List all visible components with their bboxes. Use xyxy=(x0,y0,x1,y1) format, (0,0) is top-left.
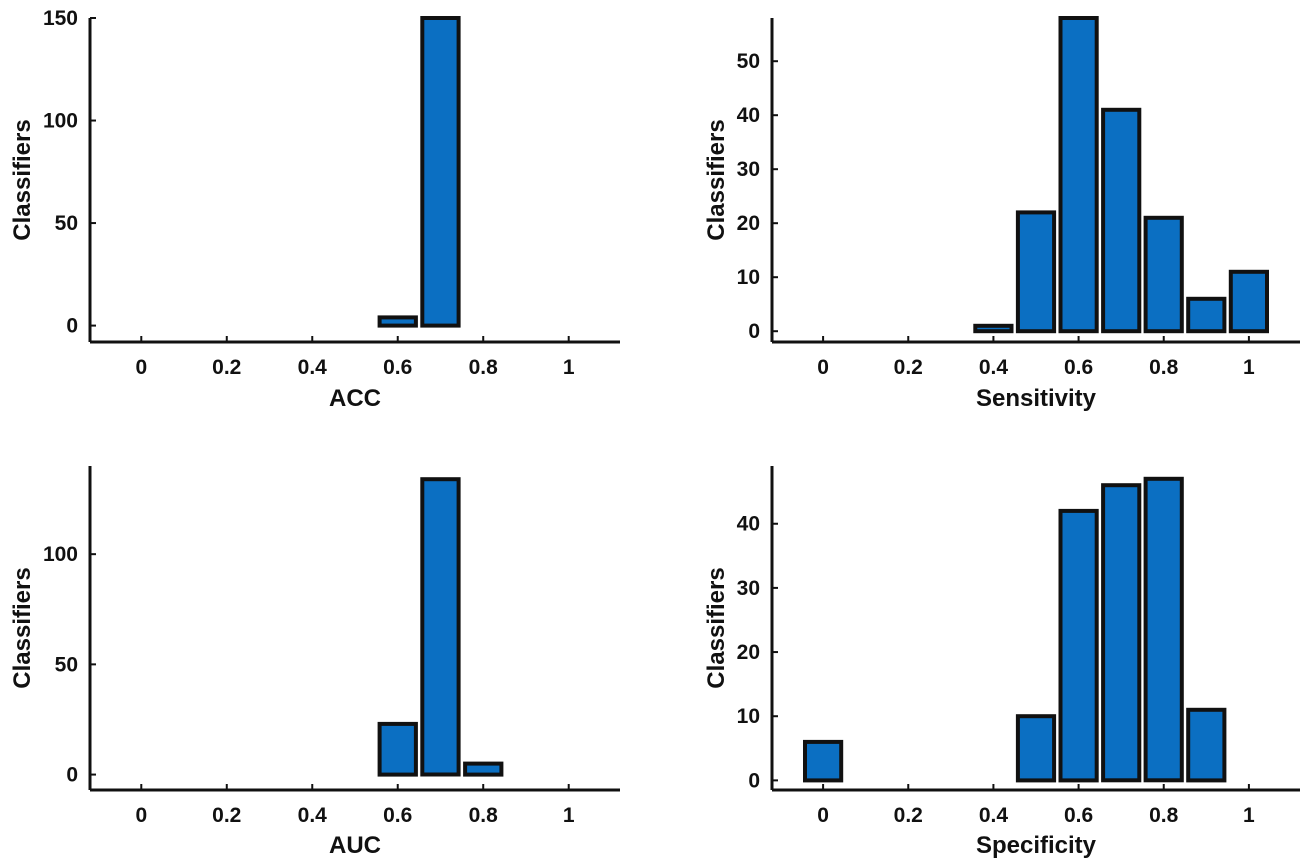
acc-histogram-panel: 0 0.2 0.4 0.6 0.8 1 0 50 100 150 ACC Classifiers xyxy=(9,7,620,412)
sensitivity-x-tick-label: 0 xyxy=(817,356,829,379)
auc-y-tick-label: 50 xyxy=(55,653,78,676)
sensitivity-y-tick-label: 30 xyxy=(737,158,760,181)
auc-bar xyxy=(420,477,461,777)
specificity-bar xyxy=(1101,483,1142,783)
specificity-histogram-panel: 0 0.2 0.4 0.6 0.8 1010203040SpecificityClassi… xyxy=(703,466,1300,859)
sensitivity-bar xyxy=(1143,215,1184,334)
specificity-y-tick-label: 10 xyxy=(737,705,760,728)
auc-x-axis-title: AUC xyxy=(329,832,381,859)
auc-x-tick-label: 0.8 xyxy=(469,804,499,827)
specificity-y-tick-label: 40 xyxy=(737,513,760,536)
acc-x-tick-label: 0 xyxy=(135,356,147,379)
acc-x-tick-label: 0.2 xyxy=(212,356,241,379)
auc-x-tick-label: 1 xyxy=(563,804,575,827)
specificity-x-tick-label: 1 xyxy=(1243,804,1255,827)
sensitivity-bar xyxy=(1015,210,1057,334)
specificity-y-axis-title: Classifiers xyxy=(703,567,730,688)
auc-bar xyxy=(377,721,418,777)
sensitivity-x-tick-label: 1 xyxy=(1243,356,1255,379)
sensitivity-x-tick-label: 0.4 xyxy=(979,356,1009,379)
specificity-y-tick-label: 0 xyxy=(748,769,760,792)
specificity-bar xyxy=(1058,508,1099,783)
sensitivity-x-tick-label: 0.8 xyxy=(1149,356,1179,379)
specificity-x-tick-label: 0.8 xyxy=(1149,804,1179,827)
sensitivity-bar xyxy=(973,323,1014,334)
acc-y-axis-title: Classifiers xyxy=(9,119,36,240)
sensitivity-y-axis-title: Classifiers xyxy=(703,119,730,240)
sensitivity-bar xyxy=(1186,296,1227,334)
specificity-x-tick-label: 0.6 xyxy=(1064,804,1093,827)
sensitivity-x-tick-label: 0.2 xyxy=(894,356,923,379)
auc-x-tick-label: 0.4 xyxy=(298,804,328,827)
specificity-x-tick-label: 0.4 xyxy=(979,804,1009,827)
specificity-y-tick-label: 30 xyxy=(737,577,760,600)
sensitivity-y-tick-label: 0 xyxy=(748,320,760,343)
sensitivity-bar xyxy=(1228,269,1270,334)
acc-x-tick-label: 1 xyxy=(563,356,575,379)
auc-x-tick-label: 0 xyxy=(135,804,147,827)
specificity-x-tick-label: 0 xyxy=(817,804,829,827)
sensitivity-bar xyxy=(1101,107,1142,334)
sensitivity-y-tick-label: 20 xyxy=(737,212,760,235)
auc-y-tick-label: 100 xyxy=(43,543,78,566)
acc-bar xyxy=(377,315,418,328)
acc-y-tick-label: 50 xyxy=(55,212,78,235)
auc-x-tick-label: 0.2 xyxy=(212,804,241,827)
acc-x-axis-title: ACC xyxy=(329,385,381,412)
sensitivity-bar xyxy=(1058,16,1099,334)
specificity-x-axis-title: Specificity xyxy=(976,832,1097,859)
specificity-bar xyxy=(1186,707,1227,783)
auc-y-axis-title: Classifiers xyxy=(9,567,36,688)
acc-x-tick-label: 0.4 xyxy=(298,356,328,379)
specificity-x-tick-label: 0.2 xyxy=(894,804,923,827)
acc-y-tick-label: 150 xyxy=(43,7,78,30)
acc-x-tick-label: 0.6 xyxy=(383,356,412,379)
specificity-bar xyxy=(1015,714,1057,783)
specificity-bar xyxy=(1143,476,1184,783)
acc-x-tick-label: 0.8 xyxy=(469,356,499,379)
acc-bar xyxy=(420,16,461,328)
acc-y-tick-label: 0 xyxy=(66,315,78,338)
auc-x-tick-label: 0.6 xyxy=(383,804,412,827)
auc-histogram-panel: 0 0.2 0.4 0.6 0.8 1 0 50 100 AUC Classifiers xyxy=(9,466,620,859)
sensitivity-y-tick-label: 50 xyxy=(737,50,760,73)
auc-y-tick-label: 0 xyxy=(66,764,78,787)
specificity-y-tick-label: 20 xyxy=(737,641,760,664)
sensitivity-x-axis-title: Sensitivity xyxy=(976,385,1097,412)
auc-bar xyxy=(463,761,504,777)
sensitivity-y-tick-label: 40 xyxy=(737,104,760,127)
sensitivity-y-tick-label: 10 xyxy=(737,266,760,289)
specificity-bar xyxy=(803,739,844,783)
sensitivity-x-tick-label: 0.6 xyxy=(1064,356,1093,379)
sensitivity-histogram-panel: 0 0.2 0.4 0.6 0.8 101020304050SensitivityClas… xyxy=(703,16,1300,412)
acc-y-tick-label: 100 xyxy=(43,110,78,133)
